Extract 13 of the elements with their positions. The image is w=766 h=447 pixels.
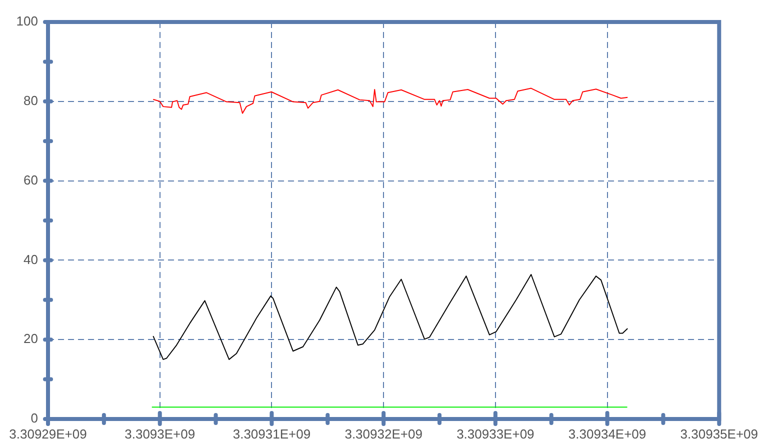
- x-tick-label: 3.30931E+09: [232, 426, 311, 442]
- y-tick-label: 20: [24, 331, 38, 346]
- y-tick-label: 80: [24, 92, 38, 108]
- x-tick-label: 3.30933E+09: [456, 426, 534, 442]
- x-tick-label: 3.3093E+09: [124, 426, 196, 442]
- y-tick-label: 40: [24, 252, 38, 267]
- y-tick-label: 60: [24, 172, 38, 188]
- y-tick-label: 0: [30, 410, 38, 426]
- y-tick-label: 100: [16, 14, 38, 29]
- x-tick-label: 3.30934E+09: [568, 426, 646, 442]
- x-tick-label: 3.30935E+09: [680, 426, 758, 442]
- x-tick-label: 3.30929E+09: [9, 426, 87, 442]
- x-tick-label: 3.30932E+09: [344, 426, 422, 442]
